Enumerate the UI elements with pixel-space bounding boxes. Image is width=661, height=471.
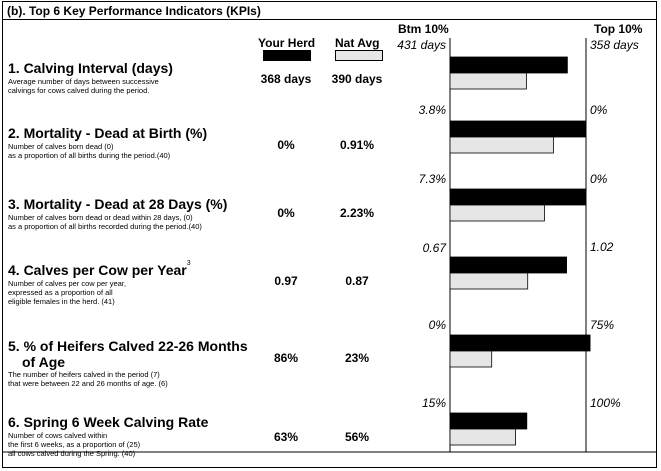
kpi-description: Number of calves born dead or dead withi… <box>8 213 202 231</box>
btm-10-label: 0.67 <box>422 241 446 255</box>
kpi-description: Number of cows calved within the first 6… <box>8 431 141 458</box>
your-herd-bar <box>449 120 587 138</box>
kpi-description: Number of calves per cow per year, expre… <box>8 279 126 306</box>
nat-avg-bar <box>449 350 493 368</box>
kpi-title-text: 5. % of Heifers Calved 22-26 Months <box>8 338 248 354</box>
nat-avg-bar <box>449 136 554 154</box>
nat-avg-value: 23% <box>344 351 370 365</box>
your-herd-bar <box>449 56 568 74</box>
section-title: (b). Top 6 Key Performance Indicators (K… <box>7 4 261 18</box>
nat-avg-value: 390 days <box>331 72 383 86</box>
kpi-title-text: 3. Mortality - Dead at 28 Days (%) <box>8 196 228 212</box>
top-10-label: 0% <box>590 103 608 117</box>
btm-10-label: 15% <box>421 396 446 410</box>
top-10-label: 1.02 <box>590 240 614 254</box>
nat-avg-bar <box>449 428 516 446</box>
kpi-title-text: 1. Calving Interval (days) <box>8 60 173 76</box>
btm-10-header: Btm 10% <box>398 22 449 36</box>
your-herd-value: 0.97 <box>274 274 298 288</box>
top-10-label: 358 days <box>590 38 639 52</box>
kpi-description: Average number of days between successiv… <box>8 77 159 95</box>
top-10-header: Top 10% <box>594 22 643 36</box>
top-10-label: 75% <box>590 318 615 332</box>
your-herd-header: Your Herd <box>258 36 316 50</box>
nat-avg-legend-swatch <box>335 50 383 61</box>
top-10-label: 100% <box>590 396 621 410</box>
nat-avg-value: 0.91% <box>339 138 375 152</box>
nat-avg-bar <box>449 204 545 222</box>
nat-avg-value: 56% <box>344 430 370 444</box>
nat-avg-value: 2.23% <box>339 206 375 220</box>
your-herd-bar <box>449 334 591 352</box>
kpi-title-line2: of Age <box>22 354 66 370</box>
your-herd-value: 0% <box>277 138 295 152</box>
title-bar <box>2 1 657 20</box>
your-herd-value: 0% <box>277 206 295 220</box>
your-herd-bar <box>449 188 587 206</box>
kpi-title-text: 6. Spring 6 Week Calving Rate <box>8 414 209 430</box>
kpi-title-text: 4. Calves per Cow per Year <box>8 262 187 278</box>
your-herd-value: 368 days <box>260 72 312 86</box>
kpi-title-superscript: 3 <box>186 260 191 267</box>
kpi-title: 6. Spring 6 Week Calving Rate <box>8 414 208 430</box>
your-herd-bar <box>449 412 528 430</box>
btm-10-label: 7.3% <box>418 172 446 186</box>
kpi-description: Number of calves born dead (0) as a prop… <box>8 142 171 160</box>
kpi-title: 3. Mortality - Dead at 28 Days (%) <box>8 196 227 212</box>
your-herd-value: 86% <box>273 351 299 365</box>
kpi-title: 2. Mortality - Dead at Birth (%) <box>8 125 207 141</box>
kpi-title: 5. % of Heifers Calved 22-26 Months <box>8 338 248 354</box>
your-herd-legend-swatch <box>263 50 311 61</box>
nat-avg-header: Nat Avg <box>335 36 380 50</box>
btm-10-label: 0% <box>428 318 446 332</box>
kpi-description: The number of heifers calved in the peri… <box>8 370 168 388</box>
kpi-title: 1. Calving Interval (days) <box>8 60 173 76</box>
your-herd-value: 63% <box>273 430 299 444</box>
nat-avg-value: 0.87 <box>345 274 369 288</box>
kpi-title-text: 2. Mortality - Dead at Birth (%) <box>8 125 208 141</box>
nat-avg-bar <box>449 72 527 90</box>
btm-10-label: 431 days <box>397 38 446 52</box>
top-10-label: 0% <box>590 172 608 186</box>
btm-10-label: 3.8% <box>418 103 446 117</box>
nat-avg-bar <box>449 272 529 290</box>
your-herd-bar <box>449 256 567 274</box>
kpi-title: 4. Calves per Cow per Year3 <box>8 260 191 278</box>
